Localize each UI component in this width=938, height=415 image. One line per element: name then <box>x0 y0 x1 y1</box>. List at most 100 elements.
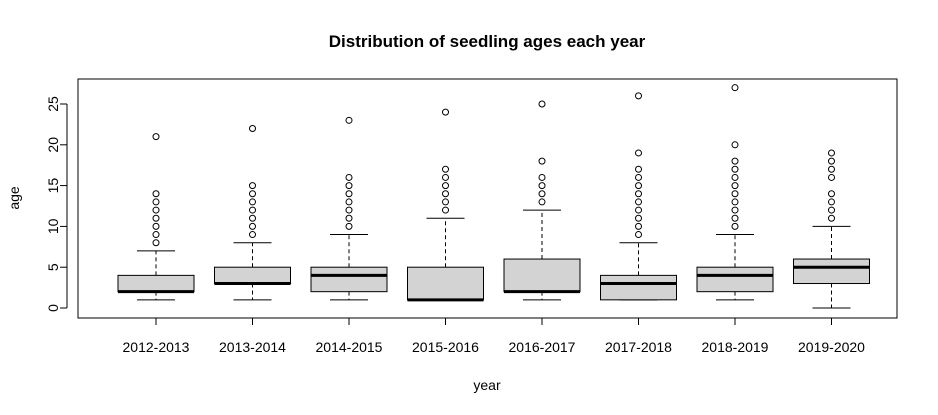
outlier-point <box>249 182 256 190</box>
outlier-point <box>249 124 256 132</box>
y-tick-label: 25 <box>45 96 61 112</box>
x-axis: 2012-2013 2013-2014 2014-2015 2015-2016 2016… <box>123 317 865 355</box>
outlier-point <box>442 206 449 214</box>
iqr-box <box>793 258 870 285</box>
outlier-point <box>538 182 546 190</box>
outlier-point <box>249 231 256 239</box>
outlier-point <box>828 206 835 214</box>
boxes-group <box>117 84 870 309</box>
outlier-point <box>538 157 546 165</box>
outlier-point <box>731 206 739 214</box>
outlier-point <box>635 206 642 214</box>
plot-frame <box>77 78 898 319</box>
outlier-point <box>345 222 353 230</box>
outlier-point <box>731 157 739 165</box>
x-tick-label: 2012-2013 <box>123 339 190 355</box>
outlier-point <box>731 173 739 181</box>
y-axis: 0 5 10 15 20 25 <box>45 96 68 312</box>
outlier-point <box>538 198 546 206</box>
outlier-point <box>635 222 642 230</box>
outlier-point <box>345 173 353 181</box>
outlier-point <box>635 190 642 198</box>
outlier-point <box>828 149 835 157</box>
outlier-point <box>731 84 739 92</box>
outlier-point <box>442 108 449 116</box>
x-tick-label: 2019-2020 <box>798 339 865 355</box>
x-axis-label: year <box>473 377 501 393</box>
outlier-point <box>731 214 739 222</box>
outlier-point <box>152 214 160 222</box>
outlier-point <box>538 100 546 108</box>
box-2014-2015 <box>310 116 388 301</box>
outlier-point <box>442 198 449 206</box>
outlier-point <box>345 116 353 124</box>
outlier-point <box>538 173 546 181</box>
iqr-box <box>600 274 677 301</box>
outlier-point <box>152 198 160 206</box>
outlier-point <box>345 182 353 190</box>
outlier-point <box>152 133 160 141</box>
outlier-point <box>635 149 642 157</box>
box-2019-2020 <box>793 149 870 309</box>
x-tick-label: 2013-2014 <box>219 339 286 355</box>
outlier-point <box>635 165 642 173</box>
outlier-point <box>152 239 160 247</box>
outlier-point <box>249 206 256 214</box>
outlier-point <box>731 198 739 206</box>
outlier-point <box>635 231 642 239</box>
y-tick-label: 0 <box>45 304 61 312</box>
x-tick-label: 2018-2019 <box>702 339 769 355</box>
outlier-point <box>635 214 642 222</box>
y-tick-label: 5 <box>45 263 61 271</box>
outlier-point <box>345 198 353 206</box>
outlier-point <box>538 190 546 198</box>
outlier-point <box>731 182 739 190</box>
outlier-point <box>345 190 353 198</box>
iqr-box <box>503 258 581 293</box>
outlier-point <box>442 182 449 190</box>
y-tick-label: 10 <box>45 218 61 234</box>
x-tick-label: 2014-2015 <box>316 339 383 355</box>
iqr-box <box>407 266 484 301</box>
y-tick-label: 15 <box>45 178 61 194</box>
y-tick-label: 20 <box>45 137 61 153</box>
y-axis-label: age <box>6 186 22 210</box>
outlier-point <box>249 190 256 198</box>
box-2017-2018 <box>600 92 677 301</box>
outlier-point <box>152 206 160 214</box>
outlier-point <box>635 92 642 100</box>
outlier-point <box>442 165 449 173</box>
chart-title: Distribution of seedling ages each year <box>329 32 646 51</box>
outlier-point <box>828 165 835 173</box>
outlier-point <box>635 173 642 181</box>
outlier-point <box>731 190 739 198</box>
outlier-point <box>152 222 160 230</box>
box-2012-2013 <box>117 133 195 301</box>
outlier-point <box>152 190 160 198</box>
outlier-point <box>635 198 642 206</box>
outlier-point <box>249 222 256 230</box>
outlier-point <box>249 198 256 206</box>
x-tick-label: 2017-2018 <box>605 339 672 355</box>
outlier-point <box>731 141 739 149</box>
box-2018-2019 <box>696 84 774 301</box>
outlier-point <box>828 157 835 165</box>
box-2016-2017 <box>503 100 581 301</box>
outlier-point <box>345 214 353 222</box>
outlier-point <box>828 214 835 222</box>
iqr-box <box>696 266 774 293</box>
x-tick-label: 2015-2016 <box>412 339 479 355</box>
outlier-point <box>731 222 739 230</box>
iqr-box <box>310 266 388 293</box>
iqr-box <box>214 266 291 285</box>
outlier-point <box>249 214 256 222</box>
x-tick-label: 2016-2017 <box>509 339 576 355</box>
outlier-point <box>152 231 160 239</box>
outlier-point <box>731 165 739 173</box>
outlier-point <box>442 173 449 181</box>
outlier-point <box>635 182 642 190</box>
outlier-point <box>442 190 449 198</box>
outlier-point <box>828 190 835 198</box>
iqr-box <box>117 274 195 293</box>
